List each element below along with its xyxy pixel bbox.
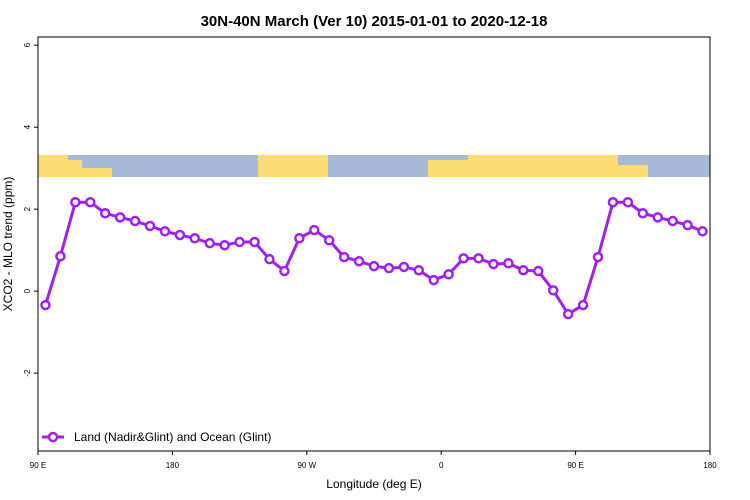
- data-point: [114, 212, 126, 223]
- y-tick-label: -2: [23, 369, 32, 377]
- data-point: [279, 265, 290, 277]
- data-point: [488, 258, 499, 270]
- data-point: [294, 233, 305, 244]
- data-point: [667, 215, 678, 227]
- x-tick-label: 90 E: [567, 461, 583, 470]
- data-point: [70, 196, 81, 208]
- x-tick-label: 0: [439, 461, 444, 470]
- y-tick-label: 0: [23, 288, 32, 293]
- data-point: [144, 220, 156, 232]
- data-point: [443, 269, 454, 280]
- data-point: [204, 237, 215, 249]
- data-point: [533, 265, 544, 277]
- data-point: [55, 251, 66, 262]
- data-point: [85, 196, 96, 208]
- y-axis-label: XCO2 - MLO trend (ppm): [1, 177, 15, 312]
- data-point: [264, 253, 275, 265]
- data-point: [503, 258, 514, 269]
- data-point: [40, 299, 51, 311]
- data-point: [428, 274, 439, 286]
- plot-frame: [37, 36, 711, 452]
- data-point: [323, 235, 335, 246]
- data-point: [607, 196, 619, 208]
- data-point: [518, 264, 529, 276]
- legend-marker: [47, 431, 59, 443]
- data-point: [458, 253, 469, 264]
- data-point: [249, 236, 260, 248]
- data-point: [413, 264, 425, 276]
- data-point: [697, 226, 708, 237]
- y-tick-label: 6: [23, 42, 32, 47]
- data-point: [353, 255, 365, 267]
- data-point: [682, 219, 693, 231]
- y-tick-label: 4: [23, 124, 32, 129]
- data-point: [159, 226, 171, 237]
- data-point: [383, 262, 395, 274]
- data-point: [338, 251, 350, 263]
- data-point: [562, 308, 574, 320]
- data-point: [189, 233, 201, 244]
- data-point: [234, 236, 245, 248]
- y-tick-label: 2: [23, 206, 32, 211]
- data-point: [622, 196, 634, 208]
- series-line: [44, 200, 704, 317]
- data-point: [99, 208, 111, 219]
- x-tick-label: 180: [166, 461, 180, 470]
- data-point: [577, 299, 589, 311]
- map-strip: [38, 155, 710, 177]
- data-point: [592, 251, 604, 263]
- legend-label: Land (Nadir&Glint) and Ocean (Glint): [74, 430, 271, 444]
- data-point: [652, 212, 663, 223]
- data-point: [174, 229, 186, 241]
- x-tick-label: 90 W: [297, 461, 316, 470]
- data-point: [129, 215, 141, 227]
- data-point: [473, 253, 484, 264]
- data-point: [547, 285, 559, 296]
- data-point: [309, 224, 320, 236]
- data-point: [398, 261, 410, 273]
- data-point: [368, 260, 380, 272]
- data-point: [219, 239, 230, 251]
- x-tick-label: 180: [703, 461, 717, 470]
- x-axis-label: Longitude (deg E): [326, 477, 421, 491]
- chart-title: 30N-40N March (Ver 10) 2015-01-01 to 202…: [201, 13, 548, 30]
- data-point: [637, 208, 649, 219]
- x-tick-label: 90 E: [30, 461, 46, 470]
